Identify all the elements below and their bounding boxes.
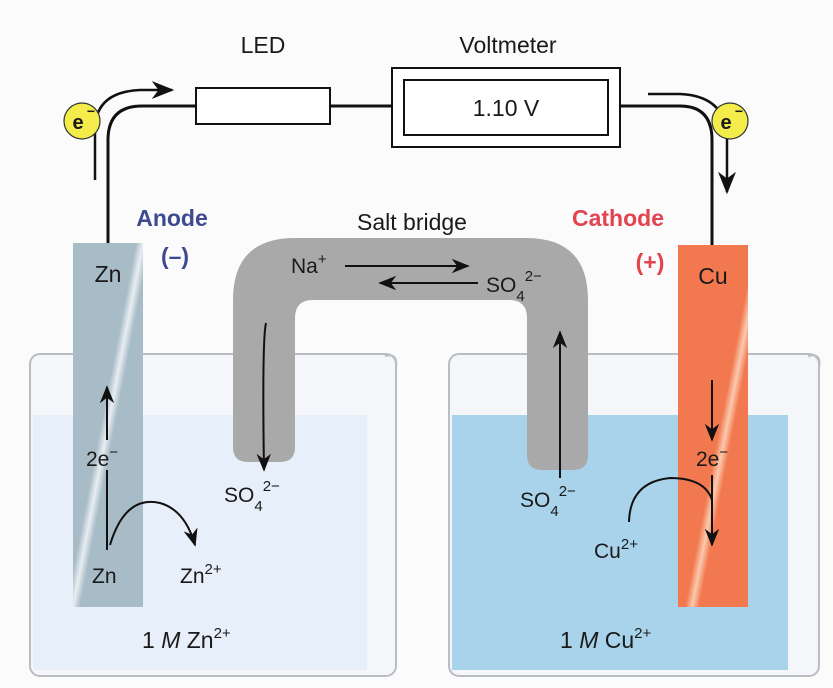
bridge-cation: Na+ [291,251,327,278]
svg-text:e: e [720,112,731,134]
anode-electron-transfer: 2e− [86,444,118,471]
svg-text:−: − [735,103,743,119]
zn-ion-release-arrow [109,500,198,547]
bridge-anion: SO42− [486,268,542,305]
anode-label: Anode [136,205,208,231]
salt-bridge [233,238,588,470]
electron-icon-left: e − [63,102,101,140]
cathode-sign: (+) [636,249,665,275]
electron-flow-arrow-right [648,92,736,195]
cathode-sulfate-label: SO42− [520,483,576,520]
zn-atom-label: Zn [92,565,117,588]
svg-text:−: − [87,103,95,119]
wire-middle [330,104,714,246]
salt-bridge-label: Salt bridge [357,209,467,235]
voltmeter: 1.10 V [391,67,621,148]
zn-solution-label: 1 M Zn2+ [142,625,231,653]
copper-electrode-label: Cu [698,263,727,289]
zinc-electrode-label: Zn [95,261,122,287]
anode-sign: (–) [161,243,189,269]
voltmeter-reading: 1.10 V [473,95,540,121]
led-label: LED [241,32,286,58]
cu-ion-deposit-arrow [628,476,713,523]
voltmeter-label: Voltmeter [459,32,556,58]
sulfate-down-arrow [256,322,271,472]
cu-solution-label: 1 M Cu2+ [560,625,651,653]
zn-ion-label: Zn2+ [180,561,222,588]
anode-sulfate-label: SO42− [224,478,280,515]
cathode-electron-transfer: 2e− [696,444,728,471]
electron-icon-right: e − [711,102,749,140]
svg-text:e: e [72,112,83,134]
cathode-label: Cathode [572,205,664,231]
wire-left [106,104,196,243]
led-component [195,87,331,125]
cu-ion-label: Cu2+ [594,536,638,563]
